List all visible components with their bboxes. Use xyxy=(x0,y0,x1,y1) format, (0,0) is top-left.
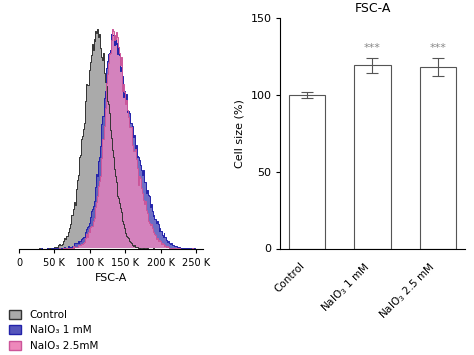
Text: ***: *** xyxy=(364,43,381,53)
Title: FSC-A: FSC-A xyxy=(354,2,391,15)
Text: NaIO$_3$ 2.5 mM: NaIO$_3$ 2.5 mM xyxy=(376,260,438,322)
Bar xyxy=(289,95,325,248)
Bar xyxy=(420,67,456,248)
Bar xyxy=(355,65,391,248)
X-axis label: FSC-A: FSC-A xyxy=(95,273,127,283)
Legend: Control, NaIO₃ 1 mM, NaIO₃ 2.5mM: Control, NaIO₃ 1 mM, NaIO₃ 2.5mM xyxy=(5,306,102,355)
Y-axis label: Cell size (%): Cell size (%) xyxy=(235,99,245,168)
Text: ***: *** xyxy=(429,43,447,53)
Text: Control: Control xyxy=(273,260,307,294)
Text: NaIO$_3$ 1 mM: NaIO$_3$ 1 mM xyxy=(318,260,373,315)
